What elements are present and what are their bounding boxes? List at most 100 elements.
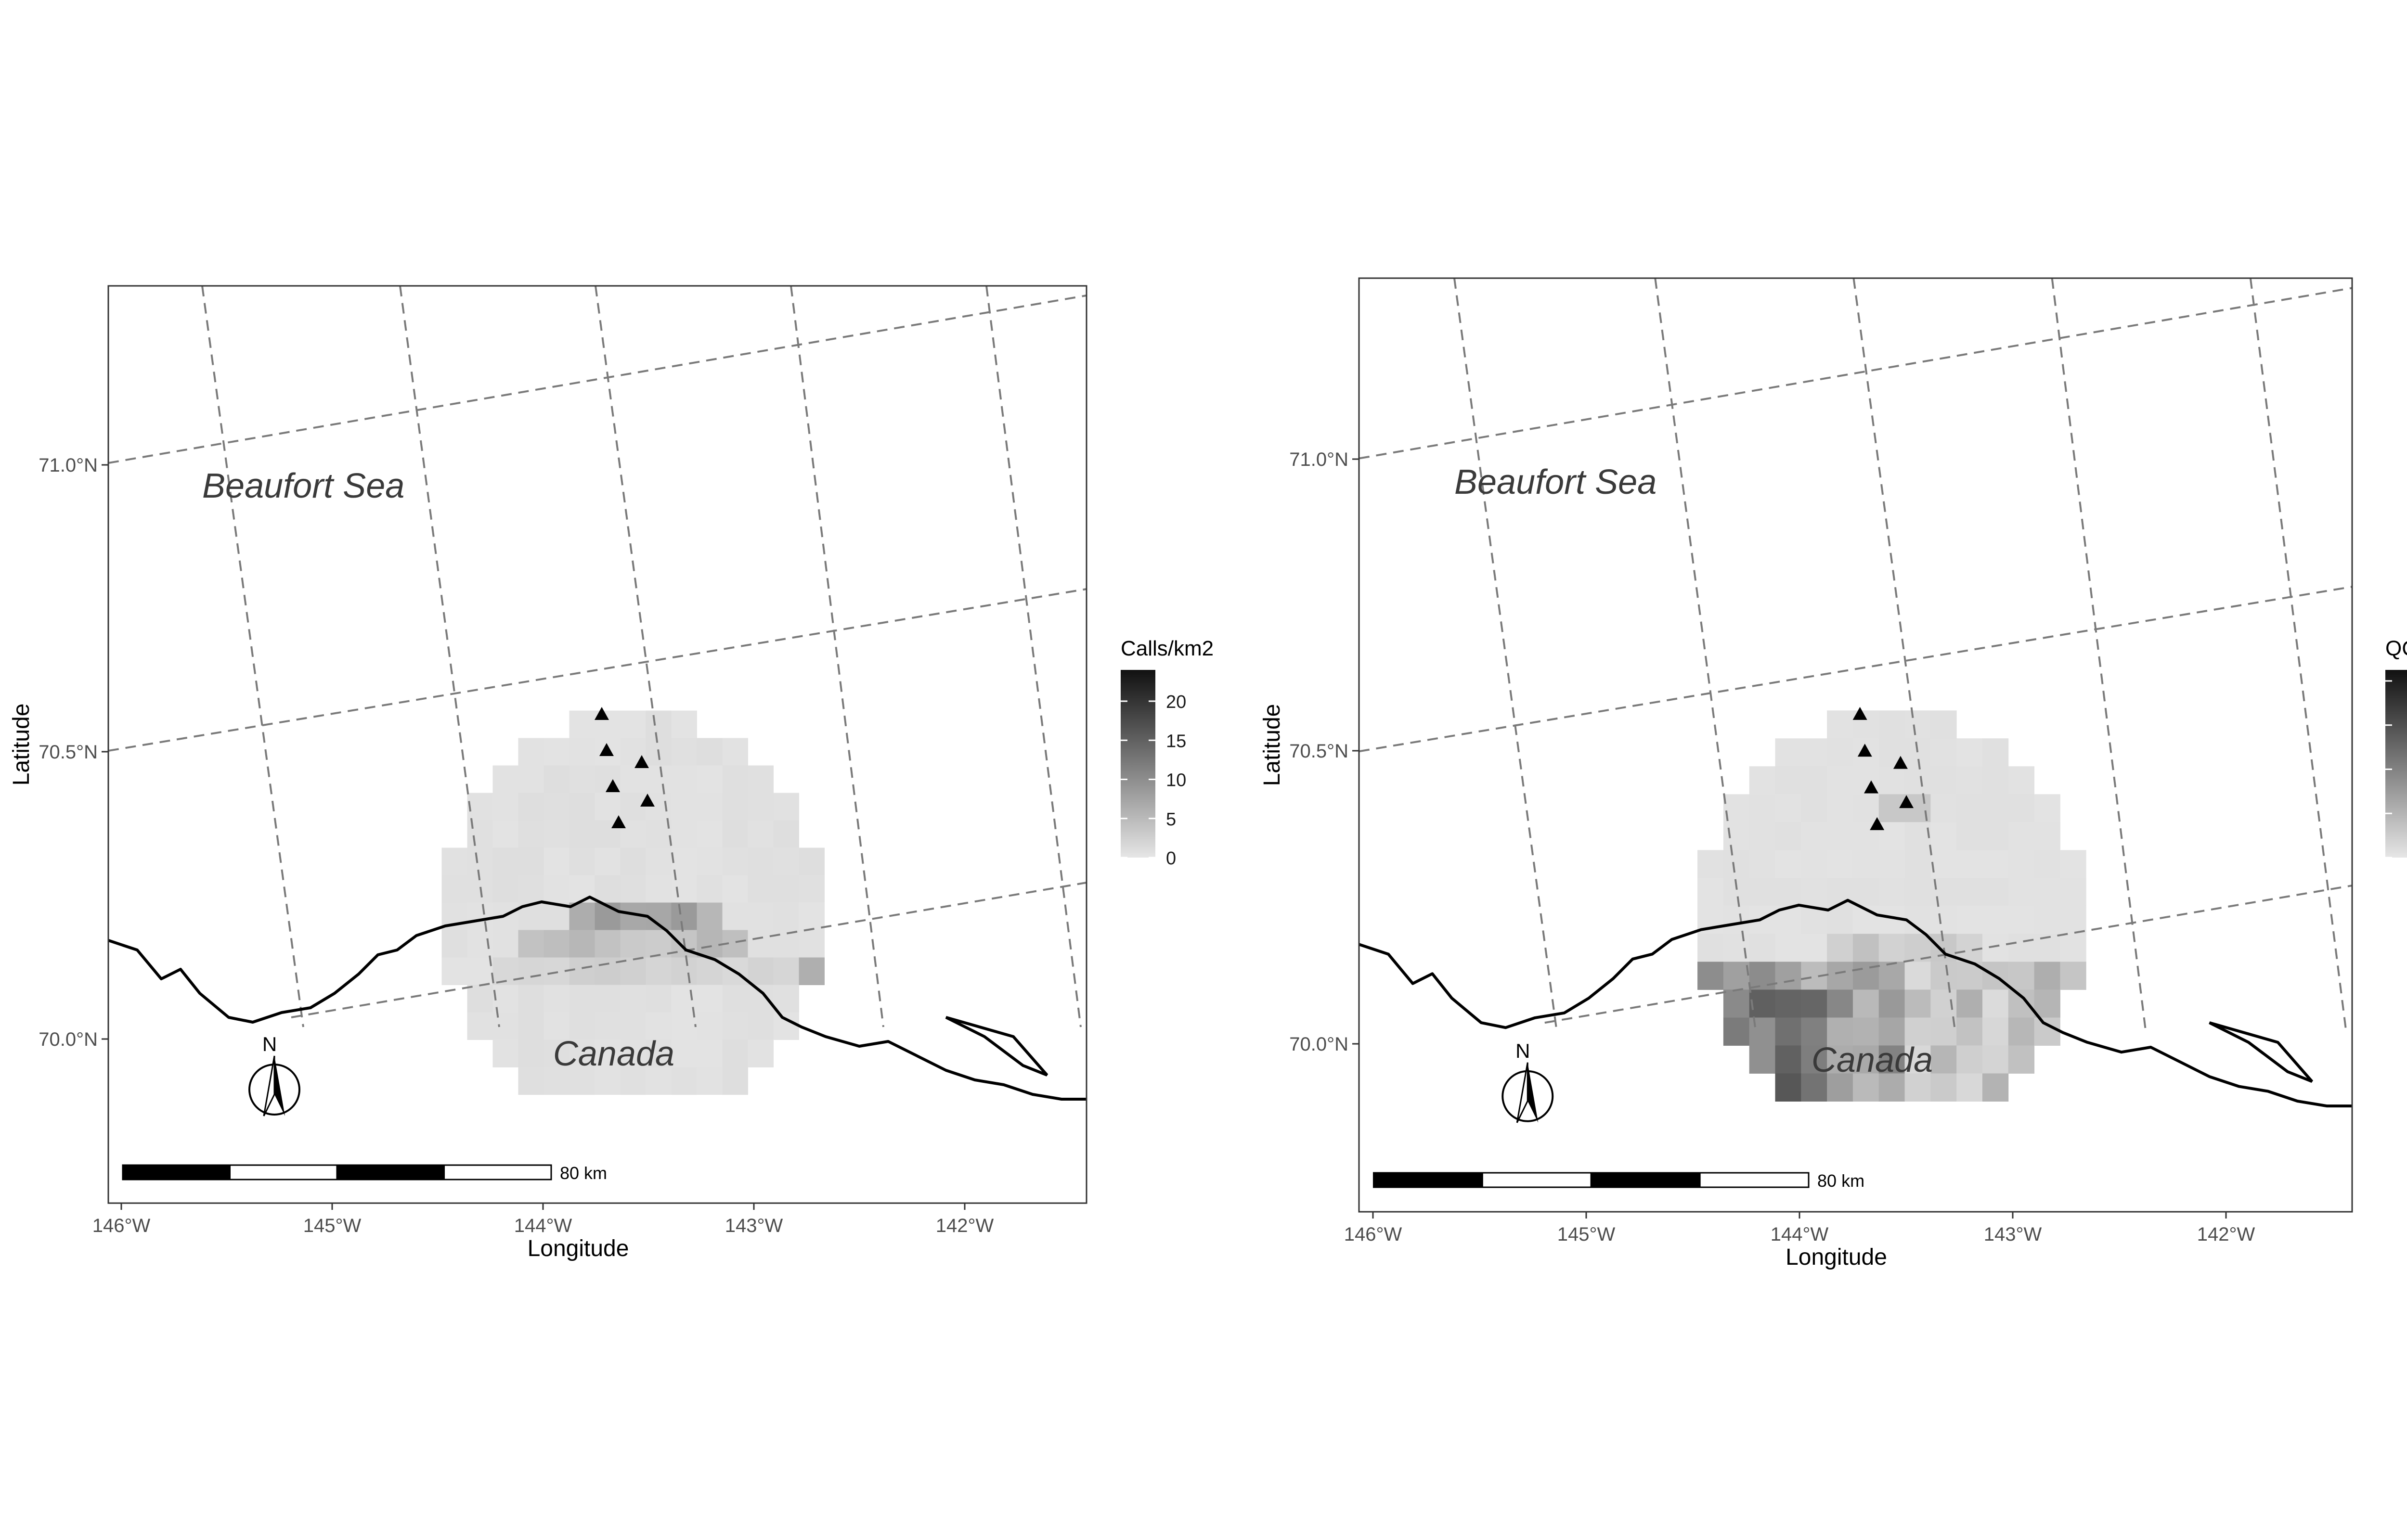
raster-cell <box>1827 1045 1853 1074</box>
legend-tick-label: 20 <box>1166 692 1186 712</box>
raster-cell <box>569 793 595 821</box>
raster-cell <box>467 1012 493 1040</box>
raster-cell <box>748 847 774 875</box>
raster-cell <box>697 820 723 848</box>
raster-cell <box>1982 822 2009 850</box>
sea-label: Beaufort Sea <box>1454 463 1656 501</box>
meridian-line <box>1852 278 1956 1033</box>
raster-cell <box>569 738 595 766</box>
hydrophone-triangle <box>634 755 649 768</box>
raster-cell <box>441 847 467 875</box>
raster-cell <box>518 875 544 903</box>
raster-cell <box>1827 794 1853 822</box>
raster-cell <box>1878 1045 1905 1074</box>
raster-cell <box>518 793 544 821</box>
raster-cell <box>1878 794 1905 822</box>
raster-cell <box>595 930 621 958</box>
raster-cell <box>2008 822 2035 850</box>
raster-cell <box>492 820 518 848</box>
scale-bar-segment <box>443 1164 552 1181</box>
raster-cell <box>2008 1045 2035 1074</box>
raster-cell <box>1956 766 1983 795</box>
raster-cell <box>1852 878 1879 906</box>
raster-cell <box>620 1012 646 1040</box>
raster-cell <box>722 738 748 766</box>
raster-cell <box>1852 850 1879 878</box>
coastal-spit <box>945 1016 1048 1077</box>
raster-cell <box>748 957 774 985</box>
x-tick-label: 146°W <box>1344 1224 1402 1245</box>
raster-cell <box>1775 989 1801 1018</box>
raster-cell <box>1801 850 1827 878</box>
raster-cell <box>569 985 595 1013</box>
raster-cell <box>620 1040 646 1067</box>
map-panel-calls: Beaufort Sea Canada N 80 km 146°W 145°W 144°W 1… <box>9 285 1214 1261</box>
scale-bar-segment <box>229 1164 338 1181</box>
raster-cell <box>1749 989 1775 1018</box>
x-tick-label: 144°W <box>1771 1224 1829 1245</box>
meridian-line <box>201 286 304 1027</box>
raster-cell <box>697 985 723 1013</box>
raster-cell <box>1930 906 1957 934</box>
raster-cell <box>544 765 569 793</box>
raster-cell <box>620 985 646 1013</box>
scale-bar: 80 km <box>1372 1171 1864 1191</box>
raster-cell <box>1852 1045 1879 1074</box>
raster-cell <box>722 875 748 903</box>
raster-cell <box>620 875 646 903</box>
raster-cell <box>1956 822 1983 850</box>
raster-cell <box>1878 1073 1905 1102</box>
raster-cell <box>1878 766 1905 795</box>
raster-cell <box>773 820 799 848</box>
raster-cell <box>544 985 569 1013</box>
map-content: Beaufort Sea Canada N 80 km <box>108 286 1087 1183</box>
raster-cell <box>1956 878 1983 906</box>
raster-cell <box>620 1067 646 1095</box>
raster-cell <box>1930 738 1957 767</box>
y-axis-title: Latitude <box>1259 704 1285 786</box>
raster-cell <box>697 1040 723 1067</box>
y-tick-label: 70.5°N <box>1289 741 1348 762</box>
raster-cell <box>1827 1017 1853 1046</box>
raster-cell <box>2060 962 2086 990</box>
raster-cell <box>569 710 595 738</box>
parallel-line <box>1359 586 2352 753</box>
raster-cell <box>595 1067 621 1095</box>
raster-cell <box>2008 1017 2035 1046</box>
raster-cell <box>1904 1017 1931 1046</box>
y-tick-label: 70.5°N <box>39 742 98 763</box>
raster-cell <box>1904 1045 1931 1074</box>
raster-cell <box>1956 1073 1983 1102</box>
raster-cell <box>1982 934 2009 962</box>
raster-cell <box>1904 710 1931 739</box>
raster-cell <box>722 985 748 1013</box>
raster-cell <box>722 820 748 848</box>
x-axis-title: Longitude <box>1786 1245 1887 1270</box>
north-arrow-label: N <box>262 1033 277 1055</box>
raster-cell <box>1827 710 1853 739</box>
raster-cell <box>1878 822 1905 850</box>
raster-cell <box>2008 934 2035 962</box>
raster-cell <box>722 765 748 793</box>
raster-cell <box>646 875 672 903</box>
raster-cell <box>1775 1073 1801 1102</box>
sea-label: Beaufort Sea <box>202 467 404 505</box>
raster-cell <box>646 985 672 1013</box>
raster-cell <box>518 1067 544 1095</box>
raster-cell <box>1697 934 1724 962</box>
scale-bar-segment <box>1590 1172 1701 1188</box>
legend: QCD0.080.060.040.020.00 <box>2385 637 2407 859</box>
scale-bar-segment <box>336 1164 445 1181</box>
raster-cell <box>671 765 697 793</box>
x-tick-label: 143°W <box>1984 1224 2042 1245</box>
raster-cell <box>1723 989 1750 1018</box>
raster-cell <box>2034 989 2060 1018</box>
raster-cell <box>748 793 774 821</box>
raster-cell <box>1749 1017 1775 1046</box>
meridian-line <box>2051 278 2147 1033</box>
raster-cell <box>544 793 569 821</box>
raster-cell <box>1956 906 1983 934</box>
raster-cell <box>467 820 493 848</box>
scale-bar-segment <box>122 1164 231 1181</box>
x-tick-label: 146°W <box>92 1215 151 1236</box>
